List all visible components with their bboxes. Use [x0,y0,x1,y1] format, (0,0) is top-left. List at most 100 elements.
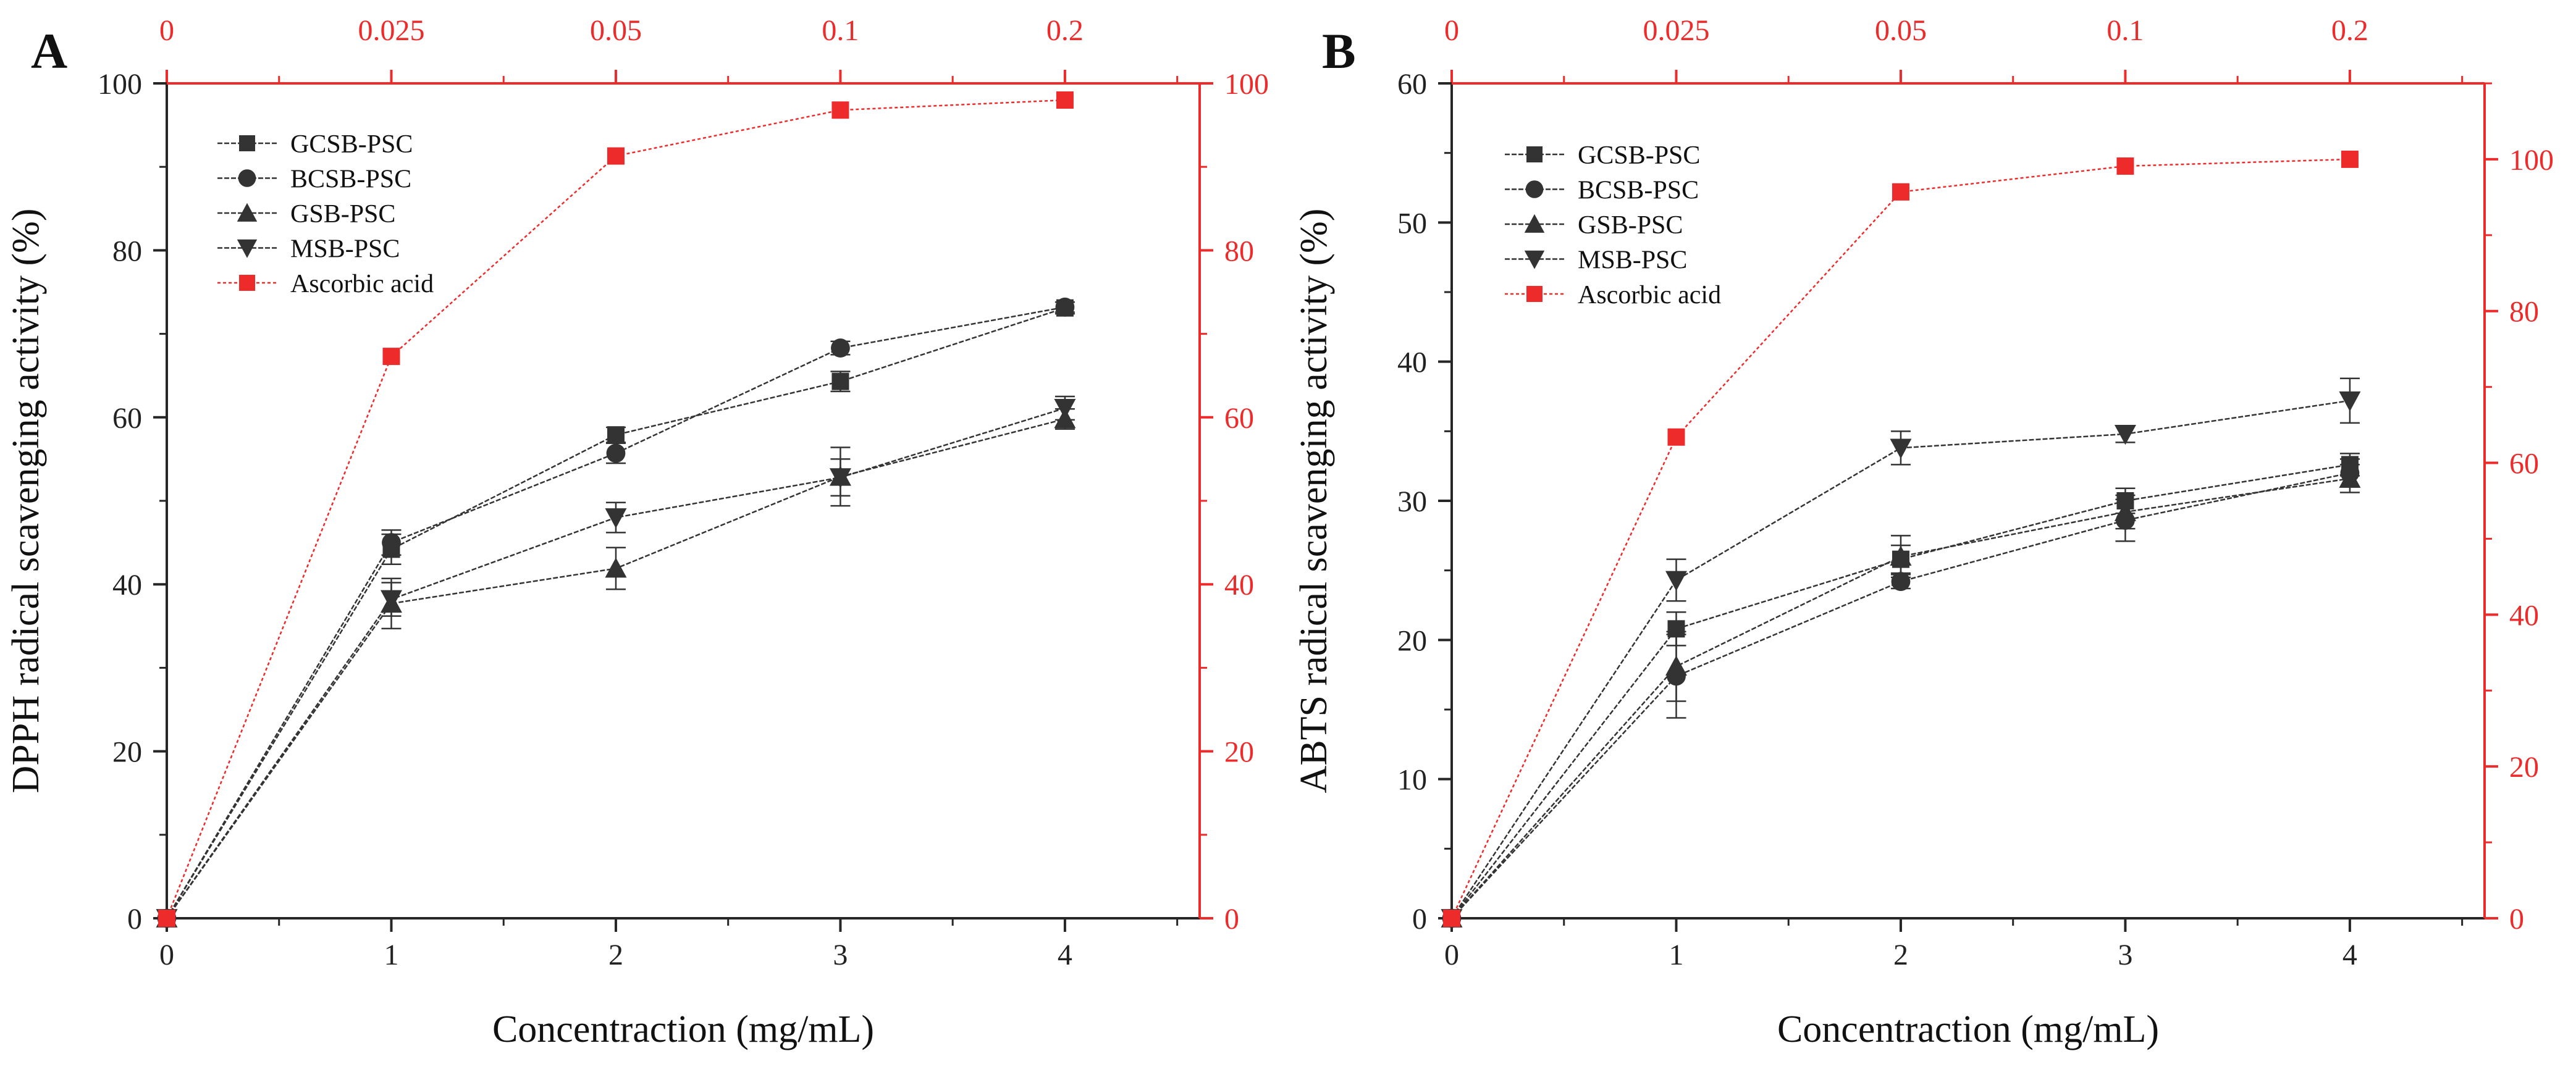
data-point [1055,297,1075,317]
series-line [166,306,1066,919]
legend-marker [238,169,256,187]
legend-label: GSB-PSC [1578,211,1683,240]
right-tick-label: 60 [1224,402,1254,435]
legend-marker [239,135,255,151]
data-point [1665,571,1687,591]
data-point [2339,467,2361,488]
y-tick-label: 30 [1397,485,1427,518]
right-tick-label: 0 [2509,903,2524,936]
top-tick-label: 0.025 [1643,14,1709,47]
data-point [1890,438,1912,459]
x-axis-title: Concentraction (mg/mL) [492,1008,874,1050]
y-tick-label: 40 [112,569,142,601]
data-point [1665,655,1687,676]
data-point [607,147,625,165]
data-point [1443,910,1460,927]
y-tick-label: 100 [98,68,142,101]
top-tick-label: 0.1 [2107,14,2144,47]
series-line [166,407,1066,919]
legend-label: BCSB-PSC [1578,177,1699,205]
panel-label: B [1322,23,1356,79]
data-point [829,468,851,488]
y-tick-label: 80 [112,235,142,267]
series-line [166,418,1066,919]
right-tick-label: 80 [2509,296,2539,329]
chart-panel-a: A0 1 2 3 40 0.025 0.05 0.1 0.2020406080100020406… [5,14,1269,1050]
right-tick-label: 20 [2509,751,2539,784]
legend-marker [1524,250,1545,269]
data-point [1890,545,1912,566]
x-tick-label: 0 [159,939,174,971]
right-tick-label: 0 [1224,903,1239,936]
y-tick-label: 20 [1397,624,1427,657]
top-tick-label: 0.2 [1046,14,1084,47]
top-tick-label: 0 [1444,14,1459,47]
legend-marker [1524,214,1545,233]
x-tick-label: 1 [1669,939,1683,971]
data-point [2339,391,2361,412]
legend-label: GCSB-PSC [1578,141,1700,170]
right-tick-label: 40 [1224,569,1254,601]
legend-marker [239,275,255,291]
legend-marker [1525,180,1544,198]
top-tick-label: 0.025 [358,14,424,47]
data-point [831,372,849,390]
data-point [1054,399,1076,419]
data-point [158,910,175,927]
data-point [380,590,402,611]
y-tick-label: 10 [1397,764,1427,797]
y-tick-label: 40 [1397,346,1427,379]
data-point [382,533,401,552]
legend-label: MSB-PSC [1578,246,1687,275]
top-tick-label: 0 [159,14,174,47]
series-ascorbic-acid: Ascorbic acid [158,91,1074,927]
series-ascorbic-acid: Ascorbic acid [1443,150,2359,927]
legend-label: GSB-PSC [290,200,395,228]
data-point [831,101,849,119]
y-tick-label: 0 [1412,903,1427,936]
data-point [606,443,626,463]
data-point [2116,157,2134,175]
x-tick-label: 2 [1893,939,1908,971]
right-tick-label: 80 [1224,235,1254,267]
data-point [831,338,850,358]
chart-panel-b: B0 1 2 3 40 0.025 0.05 0.1 0.2010203040506002040… [1293,14,2554,1050]
legend-label: Ascorbic acid [290,270,434,298]
x-tick-label: 2 [608,939,623,971]
data-point [607,426,625,444]
data-point [2114,424,2136,445]
series-line [1450,400,2351,919]
data-point [605,558,627,578]
y-tick-label: 50 [1397,207,1427,240]
top-tick-label: 0.05 [1875,14,1927,47]
data-point [382,348,400,366]
data-point [2341,150,2359,168]
y-tick-label: 0 [127,903,142,936]
x-tick-label: 3 [833,939,848,971]
x-tick-label: 1 [384,939,398,971]
series-line [1451,464,2351,919]
y-axis-title: DPPH radical scavenging activity (%) [5,209,47,794]
right-tick-label: 20 [1224,736,1254,769]
legend-label: Ascorbic acid [1578,281,1721,309]
right-tick-label: 100 [1224,68,1269,101]
legend-label: MSB-PSC [290,235,400,264]
series-line [166,307,1066,919]
top-tick-label: 0.2 [2331,14,2368,47]
x-tick-label: 3 [2118,939,2132,971]
y-tick-label: 60 [1397,68,1427,101]
series-gsb-psc: GSB-PSC [1441,211,2361,928]
series-gsb-psc: GSB-PSC [156,200,1076,928]
x-axis-title: Concentraction (mg/mL) [1777,1008,2159,1050]
legend-label: GCSB-PSC [290,130,413,159]
x-tick-label: 0 [1444,939,1459,971]
panel-label: A [31,23,67,79]
legend-marker [237,239,258,258]
y-tick-label: 20 [112,736,142,769]
data-point [1892,183,1909,201]
data-point [605,508,627,529]
data-point [1056,91,1074,109]
right-tick-label: 100 [2509,144,2554,177]
